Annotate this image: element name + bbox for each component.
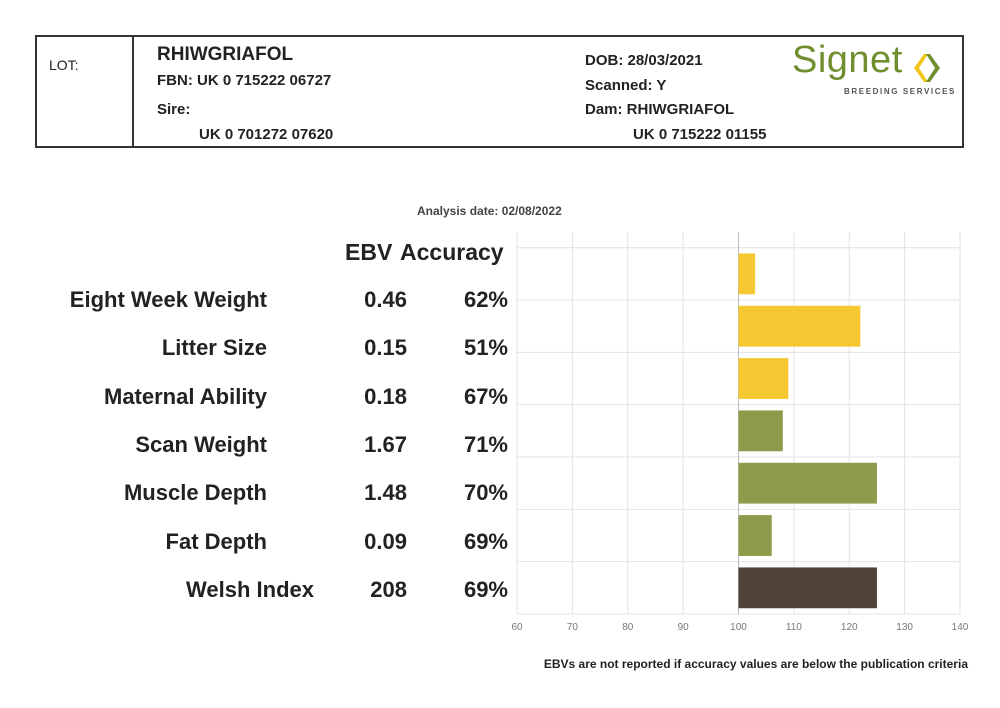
trait-label: Muscle Depth	[123, 480, 267, 506]
dam-id: UK 0 715222 01155	[633, 126, 767, 143]
x-tick-label: 100	[730, 622, 747, 633]
bar-muscle-depth	[738, 462, 877, 504]
trait-label: Scan Weight	[135, 431, 267, 457]
trait-accuracy-value: 71%	[463, 431, 508, 457]
x-tick-label: 140	[952, 622, 969, 633]
header-divider	[132, 37, 134, 146]
trait-accuracy-value: 62%	[463, 287, 508, 312]
footnote: EBVs are not reported if accuracy values…	[543, 657, 968, 671]
animal-name: RHIWGRIAFOL	[157, 44, 294, 65]
trait-accuracy-value: 70%	[463, 480, 508, 506]
trait-accuracy-value: 69%	[463, 576, 508, 602]
ebv-column-header: EBV	[345, 239, 393, 265]
ebv-bar-chart: 60 70 80 90 100 110 120 130 140	[511, 232, 969, 633]
sire-id: UK 0 701272 07620	[199, 126, 334, 143]
trait-ebv-value: 208	[370, 576, 407, 602]
x-tick-label: 60	[511, 622, 523, 633]
trait-accuracy-value: 51%	[463, 335, 508, 361]
x-tick-label: 80	[622, 622, 634, 633]
logo-subtext: BREEDING SERVICES	[844, 87, 956, 96]
trait-ebv-value: 1.48	[364, 480, 407, 506]
trait-ebv-value: 1.67	[364, 431, 407, 457]
bar-litter-size	[738, 305, 861, 347]
trait-ebv-value: 0.18	[364, 383, 407, 409]
scanned-status: Scanned: Y	[585, 77, 667, 94]
trait-label: Maternal Ability	[104, 383, 267, 409]
x-tick-label: 130	[896, 622, 913, 633]
trait-ebv-value: 0.46	[364, 287, 407, 312]
trait-accuracy-value: 67%	[463, 383, 508, 409]
logo-text: Signet	[792, 39, 903, 81]
date-of-birth: DOB: 28/03/2021	[585, 52, 703, 69]
bar-fat-depth	[738, 515, 772, 556]
bar-scan-weight	[738, 410, 783, 452]
sire-label: Sire:	[157, 101, 191, 118]
trait-label: Eight Week Weight	[69, 287, 267, 312]
trait-label: Fat Depth	[165, 528, 267, 554]
trait-ebv-value: 0.09	[364, 528, 407, 554]
trait-ebv-value: 0.15	[364, 335, 407, 361]
x-tick-label: 70	[567, 622, 579, 633]
fbn-number: FBN: UK 0 715222 06727	[157, 72, 332, 89]
x-tick-label: 120	[841, 622, 858, 633]
logo-chevrons-icon	[914, 54, 940, 82]
trait-accuracy-value: 69%	[463, 528, 508, 554]
bar-eight-week-weight	[738, 253, 756, 295]
accuracy-column-header: Accuracy	[400, 239, 504, 265]
trait-label: Welsh Index	[186, 576, 314, 602]
dam-name: Dam: RHIWGRIAFOL	[585, 101, 735, 118]
x-tick-label: 110	[786, 622, 802, 633]
bar-maternal-ability	[738, 358, 789, 399]
trait-label: Litter Size	[161, 335, 267, 361]
bar-welsh-index	[738, 567, 877, 609]
animal-header: LOT: RHIWGRIAFOL FBN: UK 0 715222 06727 …	[35, 35, 964, 148]
x-tick-label: 90	[678, 622, 690, 633]
signet-logo: Signet BREEDING SERVICES	[792, 39, 954, 105]
analysis-date: Analysis date: 02/08/2022	[417, 204, 562, 218]
lot-label: LOT:	[49, 57, 79, 73]
